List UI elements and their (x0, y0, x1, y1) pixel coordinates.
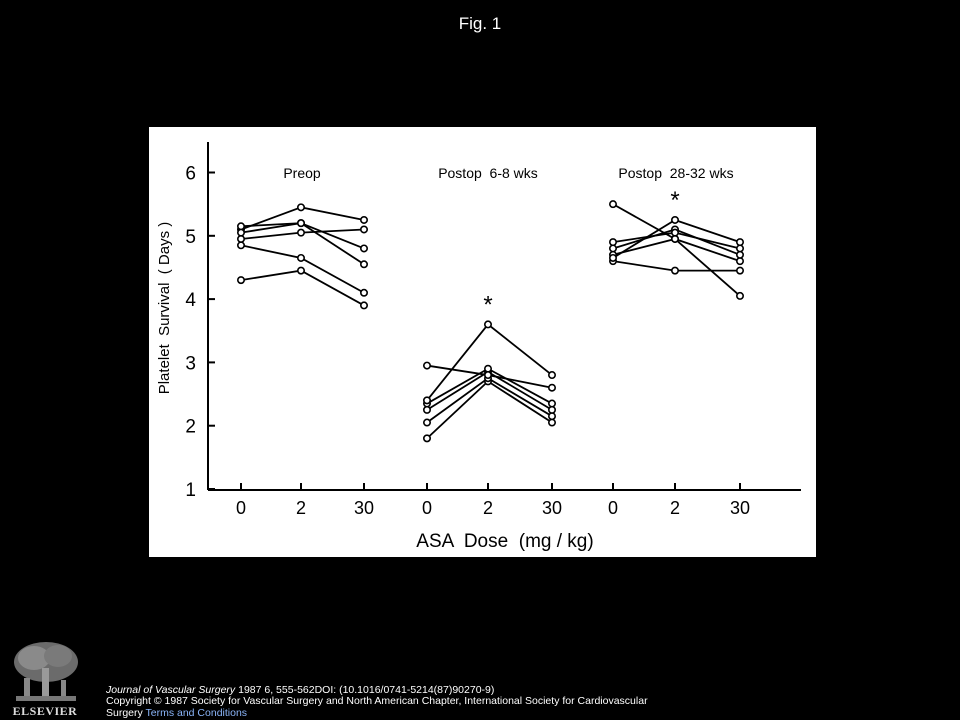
data-point (237, 228, 246, 237)
data-point (237, 241, 246, 250)
data-point (735, 244, 744, 253)
tree-logo-icon (6, 638, 84, 704)
journal-name: Journal of Vascular Surgery (106, 684, 236, 696)
data-point (360, 288, 369, 297)
group-label: Preop (283, 165, 321, 181)
significance-asterisk: * (670, 187, 679, 214)
x-tick-label: 2 (296, 498, 306, 518)
elsevier-wordmark: ELSEVIER (12, 704, 78, 718)
data-point (670, 228, 679, 237)
data-point (422, 405, 431, 414)
data-point (422, 434, 431, 443)
copyright-notice: Copyright © 1987 Society for Vascular Su… (106, 695, 666, 719)
data-point (547, 371, 556, 380)
y-tick-label: 3 (185, 353, 196, 374)
data-point (297, 203, 306, 212)
series-line (240, 269, 365, 307)
data-point (608, 200, 617, 209)
series-lines (240, 203, 741, 440)
x-tick-label: 0 (608, 498, 618, 518)
x-tick-label: 0 (236, 498, 246, 518)
data-point (360, 260, 369, 269)
data-point (422, 418, 431, 427)
x-axis-label: ASA Dose (mg / kg) (416, 531, 593, 552)
data-point (483, 320, 492, 329)
significance-asterisk: * (483, 291, 492, 318)
citation-details: 1987 6, 555-562DOI: (10.1016/0741-5214(8… (235, 684, 495, 696)
data-point (360, 215, 369, 224)
data-point (735, 291, 744, 300)
data-point (297, 253, 306, 262)
y-tick-label: 6 (185, 164, 196, 185)
data-point (670, 215, 679, 224)
data-point (360, 301, 369, 310)
y-tick-label: 1 (185, 480, 196, 501)
data-point (547, 383, 556, 392)
figure-panel: 1 2 3 4 5 6 Platelet Survival ( Days ) ASA Dose… (149, 127, 816, 557)
data-points (237, 200, 744, 443)
y-tick-label: 4 (185, 290, 196, 311)
data-point (608, 238, 617, 247)
y-tick-label: 5 (185, 227, 196, 248)
data-point (297, 266, 306, 275)
data-point (547, 418, 556, 427)
chart-labels: 1 2 3 4 5 6 Platelet Survival ( Days ) ASA Dose… (156, 164, 750, 553)
data-point (735, 238, 744, 247)
data-point (547, 405, 556, 414)
data-point (297, 228, 306, 237)
group-label: Postop 6-8 wks (438, 165, 538, 181)
data-point (670, 266, 679, 275)
data-point (237, 234, 246, 243)
data-point (237, 222, 246, 231)
axes (207, 142, 801, 491)
data-point (360, 225, 369, 234)
y-axis-label: Platelet Survival ( Days ) (156, 222, 173, 395)
data-point (608, 244, 617, 253)
data-point (237, 276, 246, 285)
data-point (422, 396, 431, 405)
elsevier-logo: ELSEVIER (6, 638, 84, 718)
data-point (360, 244, 369, 253)
x-tick-label: 30 (354, 498, 374, 518)
group-label: Postop 28-32 wks (618, 165, 733, 181)
x-tick-label: 30 (730, 498, 750, 518)
data-point (670, 234, 679, 243)
x-tick-label: 30 (542, 498, 562, 518)
data-point (422, 361, 431, 370)
data-point (735, 266, 744, 275)
series-line (426, 323, 553, 401)
citation: Journal of Vascular Surgery 1987 6, 555-… (106, 684, 706, 696)
y-tick-label: 2 (185, 417, 196, 438)
data-point (483, 364, 492, 373)
x-tick-label: 2 (483, 498, 493, 518)
data-point (297, 219, 306, 228)
data-point (608, 253, 617, 262)
data-point (483, 371, 492, 380)
data-point (547, 399, 556, 408)
x-tick-label: 2 (670, 498, 680, 518)
copyright-text: Copyright © 1987 Society for Vascular Su… (106, 695, 648, 719)
data-point (547, 412, 556, 421)
x-tick-label: 0 (422, 498, 432, 518)
platelet-survival-chart: 1 2 3 4 5 6 Platelet Survival ( Days ) ASA Dose… (156, 142, 801, 553)
data-point (735, 257, 744, 266)
data-point (735, 250, 744, 259)
terms-and-conditions-link[interactable]: Terms and Conditions (145, 707, 248, 719)
slide-title: Fig. 1 (458, 14, 502, 33)
